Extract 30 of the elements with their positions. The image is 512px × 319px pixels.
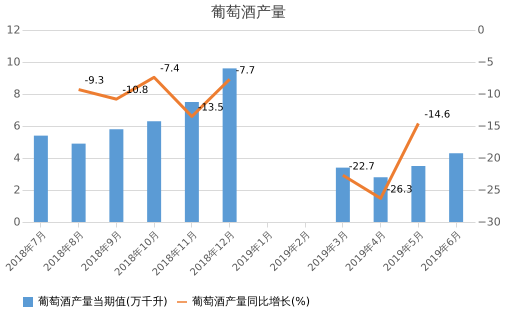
data-label: -7.4: [160, 63, 180, 74]
bar: [147, 121, 162, 222]
y2-tick-label: 0: [478, 24, 484, 36]
y2-tick-label: −15: [478, 120, 501, 132]
y2-tick-label: −25: [478, 184, 501, 196]
data-label: -9.3: [84, 76, 104, 87]
bar: [222, 68, 237, 222]
y-tick-label: 0: [14, 216, 20, 228]
data-label: -22.7: [348, 161, 375, 172]
y-tick-label: 8: [14, 88, 20, 100]
y2-tick-label: −5: [478, 56, 494, 68]
y-tick-label: 10: [6, 56, 20, 68]
bar: [109, 129, 124, 222]
bar: [336, 168, 350, 222]
chart-title: 葡萄酒产量: [211, 3, 286, 21]
y-tick-label: 4: [14, 152, 20, 164]
y-tick-label: 12: [6, 24, 20, 36]
legend-label: 葡萄酒产量当期值(万千升): [38, 295, 168, 308]
y-tick-label: 2: [14, 184, 20, 196]
y-tick-label: 6: [14, 120, 20, 132]
bar: [34, 136, 48, 222]
bar: [449, 153, 464, 222]
bar: [72, 144, 86, 222]
y2-tick-label: −30: [478, 216, 501, 228]
bar: [411, 166, 426, 222]
bar: [184, 102, 199, 222]
legend-label: 葡萄酒产量同比增长(%): [192, 295, 310, 308]
data-label: -14.6: [424, 109, 450, 120]
y2-tick-label: −20: [478, 152, 501, 164]
y2-tick-label: −10: [478, 88, 501, 100]
